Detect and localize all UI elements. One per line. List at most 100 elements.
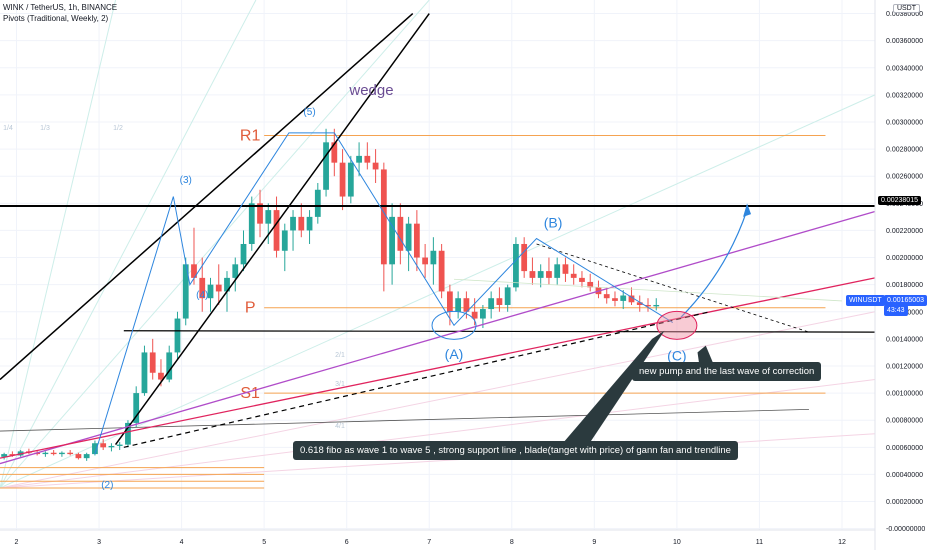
x-tick-label: 9 [592,539,596,546]
candle-body [347,162,354,197]
y-tick-label: 0.00380000 [886,11,923,18]
y-tick-label: 0.00040000 [886,472,923,479]
last-price-tag: 0.00165003 [884,295,927,306]
candle-body [149,352,156,373]
x-tick-label: 10 [673,539,681,546]
candle-body [422,257,429,265]
callout-new-pump: new pump and the last wave of correction [632,362,822,381]
long-trendline-grey [0,408,809,432]
fan-label: 4/1 [335,423,345,430]
price-axis[interactable]: 0.00380000 0.00360000 0.00340000 0.00320000… [874,0,925,550]
candle-body [446,291,453,312]
candle-body [92,443,98,455]
candle-body [298,216,305,231]
wave-c-circle [656,310,698,340]
candle-body [314,189,321,217]
candle-body [182,264,189,319]
candle-body [42,452,49,455]
candle-body [158,372,164,380]
y-tick-label: 0.00320000 [886,92,923,99]
wave-label: (A) [445,346,464,362]
y-tick-label: 0.00080000 [886,418,923,425]
indicator-title: Pivots (Traditional, Weekly, 2) [3,14,109,23]
fan-line [0,0,430,489]
candle-body [620,295,627,301]
symbol-price-tag: WINUSDT [846,295,885,306]
candlestick-series [1,128,660,461]
x-tick-label: 12 [838,539,846,546]
fan-line [0,379,876,489]
candle-body [405,223,412,251]
y-tick-label: 0.00140000 [886,336,923,343]
x-tick-label: 11 [756,539,763,546]
y-tick-label: 0.00120000 [886,363,923,370]
fan-line [0,0,257,489]
y-tick-label: 0.00340000 [886,65,923,72]
candle-body [463,298,470,312]
candle-body [372,162,379,170]
candle-body [331,142,338,163]
candle-body [59,452,65,455]
x-tick-label: 5 [262,539,266,546]
candle-body [215,284,222,292]
candle-body [50,452,57,455]
trendline-drawings [0,12,876,465]
candle-body [455,298,462,312]
candle-body [257,203,263,224]
candle-body [380,169,387,265]
candle-body [199,277,206,299]
candle-body [166,352,173,380]
candle-body [653,304,660,307]
candle-body [232,264,239,278]
y-tick-label: 0.00260000 [886,174,923,181]
wave-label: (2) [101,480,113,491]
gann-blade-purple [0,210,876,465]
currency-label[interactable]: USDT [892,4,920,13]
time-axis[interactable]: 2 3 4 5 6 7 8 9 10 11 12 [0,529,875,546]
callout-pointer-lower [557,330,665,450]
candle-body [529,271,536,278]
fan-label: 2/1 [335,352,345,359]
wave-label: (C) [667,348,686,364]
fan-line [0,94,876,489]
x-tick-label: 2 [15,539,19,546]
wave-label: (5) [303,107,315,118]
candle-body [628,295,635,303]
candle-body [496,298,503,305]
candle-body [570,273,577,278]
candle-body [364,155,371,163]
candle-body [133,393,140,423]
candle-body [224,277,230,292]
candle-body [504,287,511,305]
candle-body [645,304,651,307]
candle-body [265,210,272,224]
candle-body [108,445,115,448]
wedge-lower-line [114,13,430,446]
candle-body [612,298,618,301]
y-tick-label: 0.00060000 [886,445,923,452]
gann-fan: 1/4 1/3 1/2 2/1 3/1 4/1 [0,0,876,489]
y-tick-label: 0.00200000 [886,255,923,262]
wave-a-circle [431,310,477,340]
y-tick-label: 0.00180000 [886,282,923,289]
y-tick-label: 0.00360000 [886,38,923,45]
candle-body [579,277,585,282]
candle-body [430,250,437,265]
dashed-support-trendline [123,311,711,448]
projection-arrow-head [743,203,752,217]
candle-body [554,264,561,278]
pivot-label-r1: R1 [240,128,261,145]
candle-body [356,155,362,163]
candle-body [248,203,255,244]
fan-label: 1/4 [3,125,13,132]
wedge-upper-line [0,12,414,381]
candle-body [9,454,16,456]
candle-body [191,264,197,278]
candle-body [339,162,346,197]
pivot-label-s1: S1 [240,385,260,402]
candle-body [562,264,569,274]
candle-body [141,352,148,394]
wave-label: (3) [180,175,192,186]
x-tick-label: 8 [510,539,514,546]
